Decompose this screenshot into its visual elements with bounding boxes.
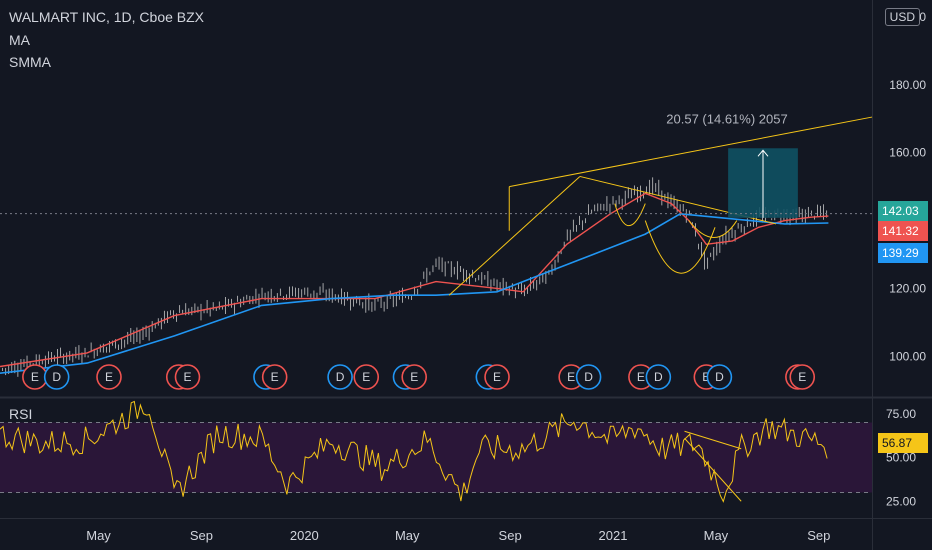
event-label: E [493, 370, 501, 384]
symbol-title[interactable]: WALMART INC, 1D, Cboe BZX [9, 9, 205, 25]
smma-line [0, 212, 829, 374]
event-label: E [183, 370, 191, 384]
time-tick-label: May [395, 528, 420, 543]
earnings-event-icon [353, 364, 380, 390]
rsi-trendline-upper [684, 430, 742, 450]
earnings-event-icon [401, 364, 428, 390]
price-tick-label: 160.00 [889, 146, 926, 160]
dividend-event-icon [43, 364, 70, 390]
indicator-ma-label[interactable]: MA [9, 32, 30, 48]
earnings-event-icon [261, 364, 288, 390]
dividend-event-icon [327, 364, 353, 390]
rsi-line [0, 400, 828, 503]
measure-label: 20.57 (14.61%) 2057 [666, 111, 787, 126]
earnings-event-icon [96, 364, 122, 390]
event-label: E [702, 370, 710, 384]
event-label: E [567, 370, 575, 384]
ma-line [0, 192, 829, 368]
trendline-upper [509, 116, 873, 188]
earnings-event-icon [484, 364, 510, 390]
time-tick-label: May [704, 528, 729, 543]
handle-left [614, 203, 646, 226]
handle-right [688, 220, 738, 238]
dividend-event-icon [645, 364, 672, 390]
rsi-tick-label: 75.00 [886, 407, 916, 421]
event-label: E [31, 370, 39, 384]
rsi-tick-label: 25.00 [886, 494, 916, 508]
rsi-trendline-lower [684, 437, 742, 502]
time-tick-label: 2021 [599, 528, 628, 543]
measure-arrowhead [757, 149, 769, 157]
time-tick-label: Sep [807, 528, 830, 543]
rsi-tag-value: 56.87 [878, 433, 928, 453]
event-label: E [362, 370, 370, 384]
currency-button[interactable]: USD [884, 8, 920, 26]
price-tag-last: 142.03 [878, 201, 928, 221]
time-tick-label: 2020 [290, 528, 319, 543]
price-tag-smma: 139.29 [878, 243, 928, 263]
event-label: E [798, 370, 806, 384]
time-tick-label: Sep [499, 528, 522, 543]
event-label: D [715, 370, 724, 384]
event-label: E [271, 370, 279, 384]
price-tick-label: 180.00 [889, 78, 926, 92]
dividend-event-icon [706, 364, 733, 390]
event-label: D [336, 370, 345, 384]
earnings-event-icon [174, 364, 201, 390]
cup-pattern [644, 220, 716, 274]
event-label: D [52, 370, 61, 384]
trendline-support [448, 176, 581, 296]
event-label: E [105, 370, 113, 384]
event-label: E [637, 370, 645, 384]
time-tick-label: May [86, 528, 111, 543]
event-label: E [410, 370, 418, 384]
price-tag-ma: 141.32 [878, 221, 928, 241]
price-tick-label: 120.00 [889, 281, 926, 295]
dividend-event-icon [575, 364, 602, 390]
price-tick-label: 100.00 [889, 349, 926, 363]
rsi-label[interactable]: RSI [9, 406, 33, 422]
rsi-band [0, 422, 872, 493]
event-label: D [654, 370, 663, 384]
earnings-event-icon [789, 364, 816, 390]
indicator-smma-label[interactable]: SMMA [9, 54, 51, 70]
event-label: D [584, 370, 593, 384]
time-tick-label: Sep [190, 528, 213, 543]
rsi-tick-label: 50.00 [886, 451, 916, 465]
